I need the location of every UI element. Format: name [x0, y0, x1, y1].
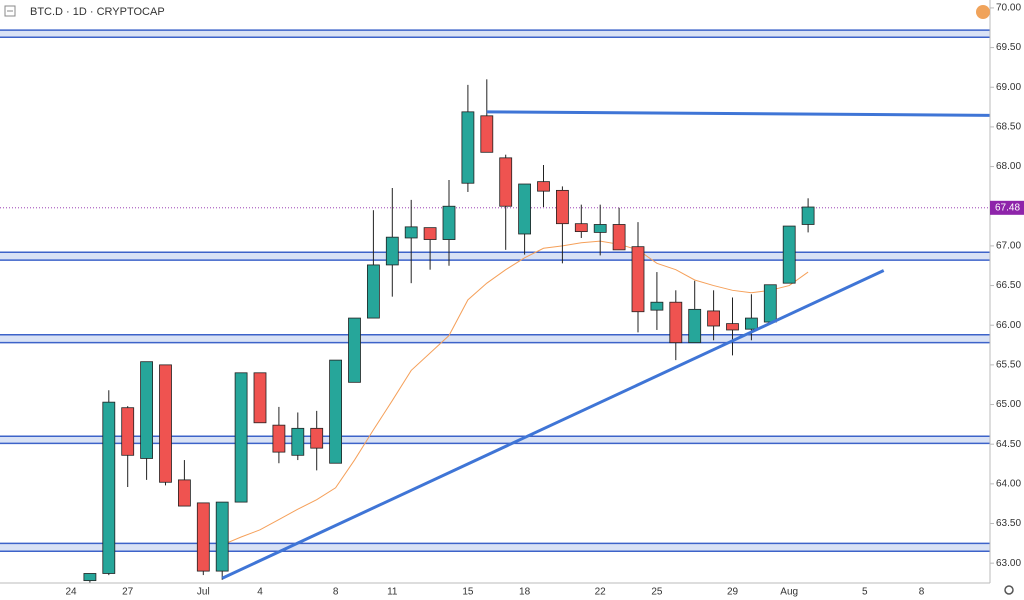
trendline [486, 110, 990, 117]
candle-body [404, 226, 418, 239]
y-tick-label: 63.50 [996, 518, 1021, 529]
candle-body [121, 407, 135, 456]
candle-body [159, 364, 172, 483]
candle-body [329, 359, 343, 464]
x-tick-label: 24 [65, 587, 77, 598]
candle-body [442, 205, 456, 240]
y-tick-label: 68.00 [996, 161, 1021, 172]
last-price-label: 67.48 [995, 202, 1020, 213]
candle-body [366, 264, 380, 319]
candle-body [612, 224, 626, 251]
candle-body [234, 372, 248, 503]
x-tick-label: 22 [595, 587, 607, 598]
y-tick-label: 70.00 [996, 3, 1021, 14]
candle-body [688, 308, 702, 344]
candle-body [102, 401, 116, 574]
trendline [221, 269, 885, 580]
candle-body [707, 310, 720, 327]
candle-body [631, 246, 645, 313]
x-tick-label: 29 [727, 587, 739, 598]
candle-body [499, 157, 513, 207]
candle-body [593, 224, 607, 233]
collapse-icon[interactable] [4, 5, 16, 17]
y-tick-label: 66.00 [996, 320, 1021, 331]
candle-body [537, 181, 550, 192]
candle-body [272, 424, 286, 453]
candle-body [745, 317, 758, 330]
candle-body [253, 372, 267, 424]
last-price-box [990, 200, 1024, 215]
y-tick-label: 64.00 [996, 478, 1021, 489]
x-tick-label: 5 [862, 587, 868, 598]
y-tick-label: 66.50 [996, 280, 1021, 291]
candle-body [518, 183, 531, 235]
x-tick-label: 8 [919, 587, 925, 598]
y-tick-label: 69.00 [996, 82, 1021, 93]
candle-body [291, 427, 305, 456]
candle-body [763, 284, 777, 323]
y-tick-label: 64.50 [996, 439, 1021, 450]
y-tick-label: 68.50 [996, 122, 1021, 133]
candle-body [801, 206, 815, 225]
x-tick-label: 8 [333, 587, 339, 598]
y-tick-label: 67.00 [996, 241, 1021, 252]
x-tick-label: 11 [387, 587, 398, 598]
candle-body [650, 301, 664, 311]
y-tick-label: 69.50 [996, 42, 1021, 53]
zone [0, 436, 990, 444]
candle-body [782, 225, 796, 284]
candle-body [574, 223, 588, 233]
y-tick-label: 65.00 [996, 399, 1021, 410]
x-tick-label: 15 [462, 587, 474, 598]
candle-body [215, 501, 229, 572]
candle-body [669, 301, 683, 344]
alert-icon[interactable] [976, 5, 990, 19]
y-tick-label: 65.50 [996, 360, 1021, 371]
settings-icon[interactable] [1004, 585, 1014, 595]
x-tick-label: 25 [651, 587, 663, 598]
y-tick-label: 63.00 [996, 558, 1021, 569]
zone [0, 252, 990, 261]
zone [0, 30, 990, 38]
candle-body [423, 227, 437, 240]
candle-body [196, 502, 210, 572]
x-tick-label: 4 [257, 587, 263, 598]
zone [0, 543, 990, 552]
candle-body [310, 427, 324, 449]
chart-title: BTC.D · 1D · CRYPTOCAP [30, 6, 165, 18]
candle-body [177, 479, 191, 507]
candle-body [348, 317, 361, 383]
zone [0, 334, 990, 343]
x-tick-label: 27 [122, 587, 134, 598]
candle-body [140, 361, 154, 459]
moving-average [222, 240, 809, 546]
candle-body [461, 111, 475, 184]
candle-body [480, 115, 494, 153]
candle-body [556, 189, 569, 225]
candle-body [726, 323, 739, 331]
candle-body [83, 573, 97, 582]
x-tick-label: 18 [519, 587, 531, 598]
x-tick-label: Jul [197, 587, 210, 598]
plot-area [0, 29, 990, 583]
x-tick-label: Aug [780, 587, 798, 598]
candle-body [385, 236, 399, 266]
